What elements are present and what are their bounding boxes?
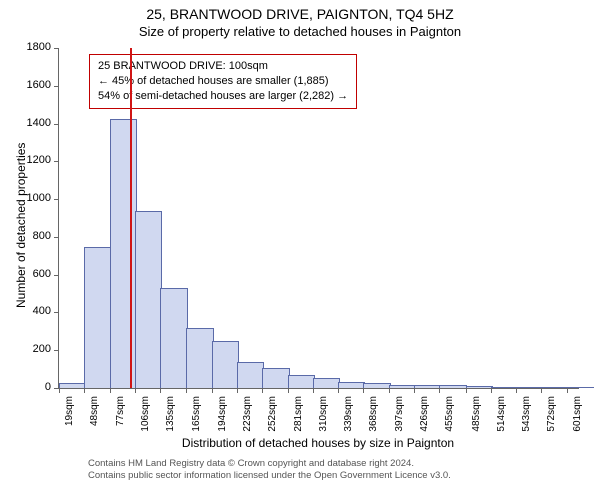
x-tick <box>466 388 467 393</box>
y-axis-label: Number of detached properties <box>14 143 28 308</box>
histogram-bar <box>84 247 111 388</box>
x-tick <box>541 388 542 393</box>
annotation-line-2: ← 45% of detached houses are smaller (1,… <box>98 74 348 89</box>
y-tick <box>54 275 59 276</box>
histogram-bar <box>567 387 594 388</box>
x-tick-label: 601sqm <box>572 396 583 441</box>
x-tick-label: 223sqm <box>242 396 253 441</box>
histogram-bar <box>439 385 466 388</box>
attribution-line-2: Contains public sector information licen… <box>88 470 451 482</box>
y-tick <box>54 237 59 238</box>
x-tick-label: 77sqm <box>115 396 126 441</box>
x-tick <box>414 388 415 393</box>
x-tick-label: 339sqm <box>343 396 354 441</box>
x-tick <box>516 388 517 393</box>
annotation-line-3: 54% of semi-detached houses are larger (… <box>98 89 348 104</box>
y-tick <box>54 350 59 351</box>
x-tick-label: 368sqm <box>368 396 379 441</box>
y-tick-label: 1800 <box>19 41 51 53</box>
x-tick-label: 543sqm <box>521 396 532 441</box>
x-tick-label: 135sqm <box>165 396 176 441</box>
histogram-bar <box>414 385 441 388</box>
x-tick-label: 194sqm <box>217 396 228 441</box>
annotation-line-1: 25 BRANTWOOD DRIVE: 100sqm <box>98 59 348 74</box>
x-tick-label: 397sqm <box>394 396 405 441</box>
y-tick-label: 1000 <box>19 192 51 204</box>
y-tick <box>54 161 59 162</box>
x-tick <box>237 388 238 393</box>
histogram-bar <box>491 387 518 388</box>
y-tick-label: 200 <box>19 343 51 355</box>
x-tick <box>491 388 492 393</box>
y-tick <box>54 312 59 313</box>
histogram-bar <box>212 341 239 388</box>
y-tick <box>54 86 59 87</box>
x-tick <box>59 388 60 393</box>
x-tick <box>338 388 339 393</box>
x-tick-label: 572sqm <box>546 396 557 441</box>
histogram-bar <box>110 119 137 388</box>
attribution-line-1: Contains HM Land Registry data © Crown c… <box>88 458 451 470</box>
x-tick-label: 426sqm <box>419 396 430 441</box>
histogram-bar <box>389 385 416 388</box>
x-tick <box>160 388 161 393</box>
histogram-bar <box>288 375 315 388</box>
x-tick <box>439 388 440 393</box>
x-tick <box>567 388 568 393</box>
chart-title: 25, BRANTWOOD DRIVE, PAIGNTON, TQ4 5HZ <box>0 0 600 22</box>
histogram-bar <box>338 382 365 388</box>
y-tick-label: 1600 <box>19 79 51 91</box>
x-tick <box>363 388 364 393</box>
plot-area: 25 BRANTWOOD DRIVE: 100sqm ← 45% of deta… <box>58 48 579 389</box>
x-tick-label: 310sqm <box>318 396 329 441</box>
histogram-bar <box>363 383 390 388</box>
y-tick-label: 400 <box>19 305 51 317</box>
histogram-bar <box>186 328 213 388</box>
x-tick <box>262 388 263 393</box>
x-tick-label: 48sqm <box>89 396 100 441</box>
y-tick <box>54 124 59 125</box>
x-tick-label: 485sqm <box>471 396 482 441</box>
y-tick <box>54 199 59 200</box>
y-tick-label: 600 <box>19 268 51 280</box>
x-tick <box>110 388 111 393</box>
x-tick-label: 106sqm <box>140 396 151 441</box>
property-marker-line <box>130 48 132 388</box>
x-tick-label: 19sqm <box>64 396 75 441</box>
x-tick <box>288 388 289 393</box>
x-tick-label: 455sqm <box>444 396 455 441</box>
y-tick-label: 1400 <box>19 117 51 129</box>
histogram-bar <box>541 387 568 388</box>
histogram-bar <box>516 387 543 388</box>
x-tick-label: 165sqm <box>191 396 202 441</box>
attribution: Contains HM Land Registry data © Crown c… <box>88 458 451 483</box>
x-tick <box>135 388 136 393</box>
x-tick <box>186 388 187 393</box>
histogram-bar <box>135 211 162 388</box>
x-tick <box>313 388 314 393</box>
histogram-bar <box>160 288 187 388</box>
histogram-bar <box>59 383 86 388</box>
y-tick-label: 800 <box>19 230 51 242</box>
x-tick <box>389 388 390 393</box>
histogram-bar <box>237 362 264 388</box>
y-tick-label: 0 <box>19 381 51 393</box>
y-tick-label: 1200 <box>19 154 51 166</box>
x-tick-label: 514sqm <box>496 396 507 441</box>
histogram-bar <box>466 386 493 389</box>
x-tick-label: 281sqm <box>293 396 304 441</box>
x-tick-label: 252sqm <box>267 396 278 441</box>
y-tick <box>54 48 59 49</box>
chart-subtitle: Size of property relative to detached ho… <box>0 22 600 39</box>
chart-container: 25, BRANTWOOD DRIVE, PAIGNTON, TQ4 5HZ S… <box>0 0 600 500</box>
x-tick <box>84 388 85 393</box>
x-tick <box>212 388 213 393</box>
x-axis-label: Distribution of detached houses by size … <box>58 436 578 450</box>
histogram-bar <box>313 378 340 388</box>
histogram-bar <box>262 368 289 388</box>
